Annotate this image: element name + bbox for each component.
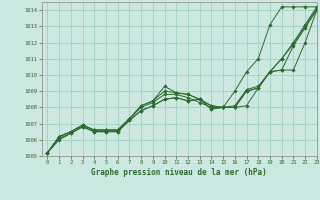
X-axis label: Graphe pression niveau de la mer (hPa): Graphe pression niveau de la mer (hPa)	[91, 168, 267, 177]
